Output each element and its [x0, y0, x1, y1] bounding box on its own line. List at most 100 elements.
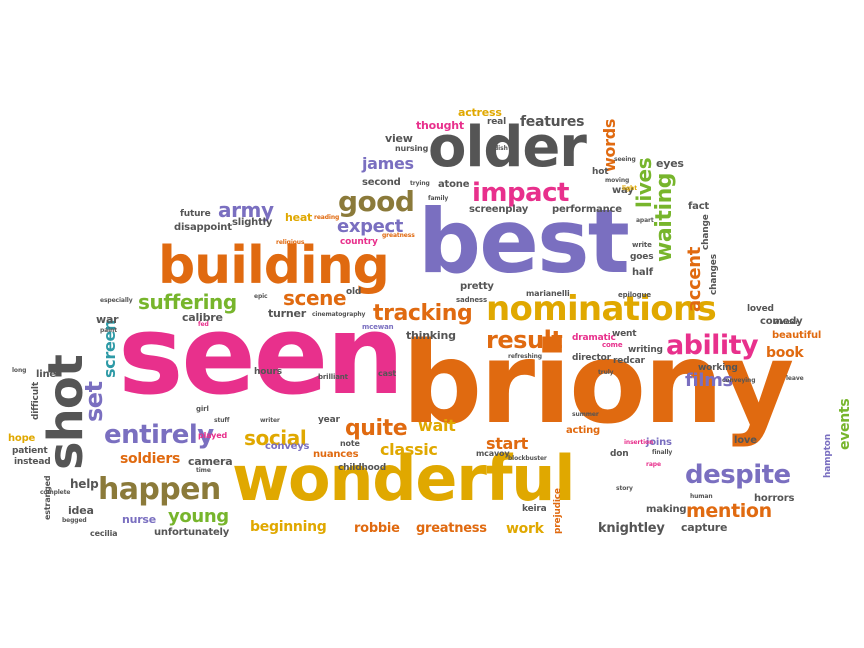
word-wait: wait [418, 416, 456, 435]
word-trying: trying [410, 180, 430, 187]
word-working: working [698, 363, 738, 373]
word-view: view [385, 132, 413, 145]
word-nurse: nurse [122, 513, 156, 526]
word-rape: rape [646, 461, 661, 468]
word-conveying: conveying [722, 377, 756, 384]
word-marianelli: marianelli [526, 289, 570, 298]
word-thinking: thinking [406, 329, 456, 342]
word-set: set [80, 381, 108, 422]
word-difficult: difficult [31, 382, 41, 420]
word-instead: instead [14, 457, 51, 467]
word-note: note [340, 439, 360, 448]
word-capture: capture [681, 521, 728, 534]
word-events: events [837, 398, 853, 450]
word-pretty: pretty [460, 281, 494, 292]
word-mcewan: mcewan [362, 323, 394, 331]
word-words: words [600, 118, 619, 172]
word-light: light [622, 185, 637, 192]
word-despite: despite [685, 460, 791, 490]
word-mention: mention [686, 500, 772, 522]
word-hours: hours [254, 367, 282, 377]
word-briony: briony [402, 319, 794, 449]
word-camera: camera [188, 455, 233, 468]
word-hampton: hampton [823, 434, 833, 478]
word-way: way [612, 185, 634, 196]
word-second: second [362, 177, 401, 188]
word-complete: complete [40, 489, 71, 496]
word-book: book [766, 345, 804, 361]
word-cecilia: cecilia [90, 529, 118, 538]
word-director: director [572, 353, 611, 363]
word-played: played [198, 431, 228, 440]
word-hope: hope [8, 433, 36, 444]
word-turner: turner [268, 307, 306, 320]
word-fact: fact [688, 201, 710, 212]
word-time: time [196, 467, 211, 474]
word-estranged: estranged [43, 475, 52, 521]
word-insertion: insertion [624, 439, 654, 446]
word-thought: thought [416, 119, 464, 132]
word-apart: apart [636, 217, 654, 224]
word-unfortunately: unfortunately [154, 527, 230, 538]
word-year: year [318, 415, 340, 425]
word-classic: classic [380, 440, 438, 459]
word-writing: writing [628, 345, 663, 355]
word-wonderful: wonderful [232, 442, 575, 515]
word-good: good [338, 185, 415, 218]
word-country: country [340, 237, 378, 247]
word-hot: hot [592, 167, 609, 177]
word-actress: actress [458, 106, 502, 119]
word-quite: quite [345, 416, 408, 441]
word-long: long [12, 367, 27, 374]
word-love: love [734, 435, 757, 446]
word-leave: leave [786, 375, 804, 382]
word-sadness: sadness [456, 296, 487, 304]
word-help: help [70, 477, 99, 491]
word-acting: acting [566, 425, 600, 436]
word-changes: changes [709, 254, 719, 295]
word-horrors: horrors [754, 493, 795, 504]
word-religious: religious [276, 239, 305, 246]
word-story: story [616, 485, 633, 492]
word-paint: paint [100, 327, 117, 334]
word-screenplay: screenplay [469, 204, 529, 215]
word-soldiers: soldiers [120, 451, 181, 467]
word-calibre: calibre [182, 311, 223, 324]
word-entirely: entirely [104, 420, 214, 450]
word-start: start [486, 434, 528, 453]
word-dramatic: dramatic [572, 333, 616, 343]
word-goes: goes [630, 252, 654, 262]
word-happen: happen [98, 472, 221, 507]
word-fed: fed [198, 321, 209, 328]
word-half: half [632, 267, 653, 278]
word-stuff: stuff [214, 417, 230, 424]
word-knightley: knightley [598, 521, 665, 536]
word-real: real [487, 117, 506, 127]
word-nominations: nominations [486, 289, 717, 329]
word-wander: wander [774, 319, 799, 326]
word-refreshing: refreshing [508, 353, 542, 360]
word-eyes: eyes [656, 157, 684, 170]
word-begged: begged [62, 517, 87, 524]
word-making: making [646, 504, 687, 515]
word-conveys: conveys [265, 441, 310, 452]
word-redcar: redcar [613, 356, 645, 366]
word-childhood: childhood [338, 463, 386, 473]
word-disappoint: disappoint [174, 222, 232, 233]
word-features: features [520, 114, 585, 130]
word-old: old [346, 287, 362, 297]
word-performance: performance [552, 204, 622, 215]
word-scene: scene [283, 286, 347, 310]
word-suffering: suffering [138, 290, 237, 314]
word-writer: writer [260, 417, 280, 424]
word-slightly: slightly [232, 217, 273, 228]
word-patient: patient [12, 446, 48, 456]
word-mcavoy: mcavoy [476, 449, 510, 458]
word-waiting: waiting [652, 172, 677, 262]
word-keira: keira [522, 504, 547, 514]
word-brilliant: brilliant [318, 373, 348, 381]
word-greatness-main: greatness [416, 521, 487, 536]
word-prejudice: prejudice [553, 488, 563, 534]
word-don: don [610, 449, 629, 459]
word-result: result [486, 326, 563, 354]
